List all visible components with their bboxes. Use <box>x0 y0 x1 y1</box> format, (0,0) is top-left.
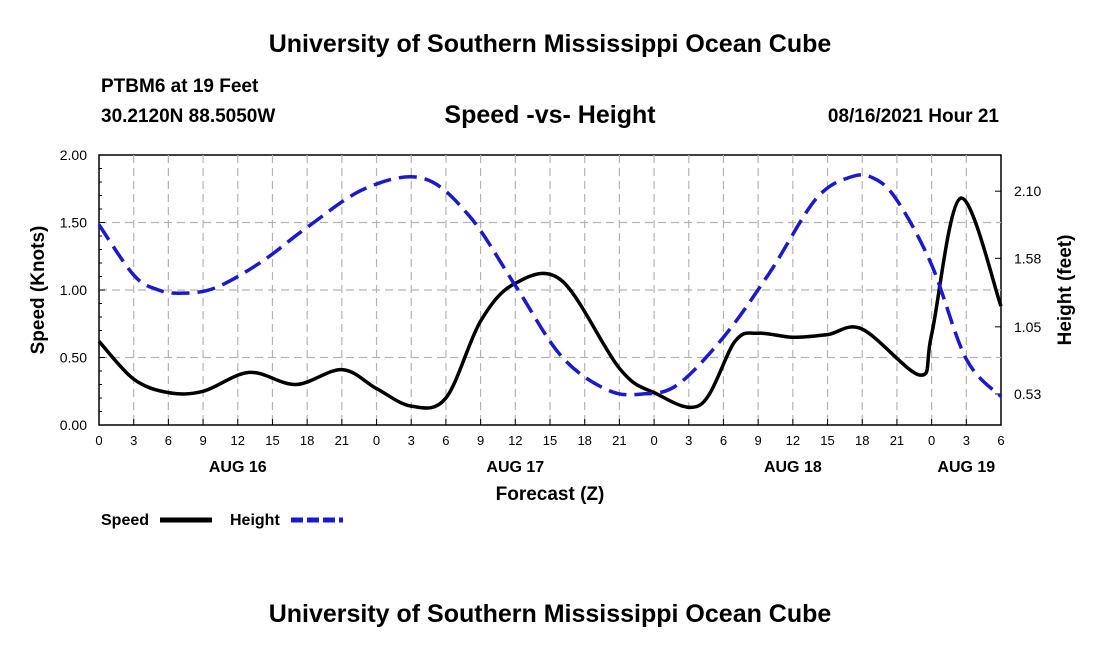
y-axis-label-right: Height (feet) <box>1055 235 1076 346</box>
y-left-tick-label: 0.00 <box>60 417 87 433</box>
day-label: AUG 16 <box>209 459 267 476</box>
page-title: University of Southern Mississippi Ocean… <box>268 30 832 58</box>
x-tick-label: 3 <box>685 433 692 448</box>
y-right-tick-label: 1.58 <box>1014 250 1041 266</box>
x-tick-label: 6 <box>720 433 727 448</box>
x-tick-label: 3 <box>408 433 415 448</box>
x-tick-label: 15 <box>820 433 834 448</box>
x-tick-label: 9 <box>199 433 206 448</box>
x-tick-label: 18 <box>855 433 869 448</box>
x-tick-label: 21 <box>612 433 626 448</box>
x-tick-label: 6 <box>997 433 1004 448</box>
y-left-tick-label: 1.50 <box>60 215 87 231</box>
legend: Speed Height <box>101 512 343 529</box>
y-right-tick-label: 2.10 <box>1014 183 1041 199</box>
day-label: AUG 19 <box>937 459 995 476</box>
height-series-line <box>97 173 1003 398</box>
x-tick-label: 6 <box>165 433 172 448</box>
x-tick-label: 12 <box>786 433 800 448</box>
station-label: PTBM6 at 19 Feet <box>101 76 259 97</box>
x-tick-label: 12 <box>231 433 245 448</box>
x-tick-label: 6 <box>442 433 449 448</box>
x-tick-label: 9 <box>755 433 762 448</box>
legend-label-speed: Speed <box>101 512 149 529</box>
x-tick-label: 12 <box>508 433 522 448</box>
x-tick-label: 21 <box>890 433 904 448</box>
x-tick-label: 3 <box>963 433 970 448</box>
y-left-tick-label: 1.00 <box>60 282 87 298</box>
speed-series-line <box>97 196 1003 410</box>
x-tick-label: 18 <box>300 433 314 448</box>
y-right-tick-label: 0.53 <box>1014 386 1041 402</box>
coordinates-label: 30.2120N 88.5050W <box>101 106 276 127</box>
x-tick-label: 0 <box>95 433 102 448</box>
x-tick-label: 9 <box>477 433 484 448</box>
x-tick-label: 15 <box>543 433 557 448</box>
x-tick-label: 0 <box>928 433 935 448</box>
footer-title: University of Southern Mississippi Ocean… <box>268 600 832 628</box>
y-axis-label-left: Speed (Knots) <box>28 226 49 355</box>
x-tick-label: 15 <box>265 433 279 448</box>
y-left-tick-label: 0.50 <box>60 350 87 366</box>
day-label: AUG 18 <box>764 459 822 476</box>
y-left-tick-label: 2.00 <box>60 147 87 163</box>
x-axis-label: Forecast (Z) <box>496 484 605 505</box>
x-tick-label: 18 <box>577 433 591 448</box>
day-label: AUG 17 <box>486 459 544 476</box>
x-tick-label: 0 <box>373 433 380 448</box>
x-tick-label: 21 <box>335 433 349 448</box>
forecast-datetime: 08/16/2021 Hour 21 <box>827 106 999 127</box>
y-right-tick-label: 1.05 <box>1014 319 1041 335</box>
legend-label-height: Height <box>230 512 280 529</box>
x-tick-label: 0 <box>650 433 657 448</box>
x-tick-label: 3 <box>130 433 137 448</box>
chart-subtitle: Speed -vs- Height <box>444 101 656 129</box>
